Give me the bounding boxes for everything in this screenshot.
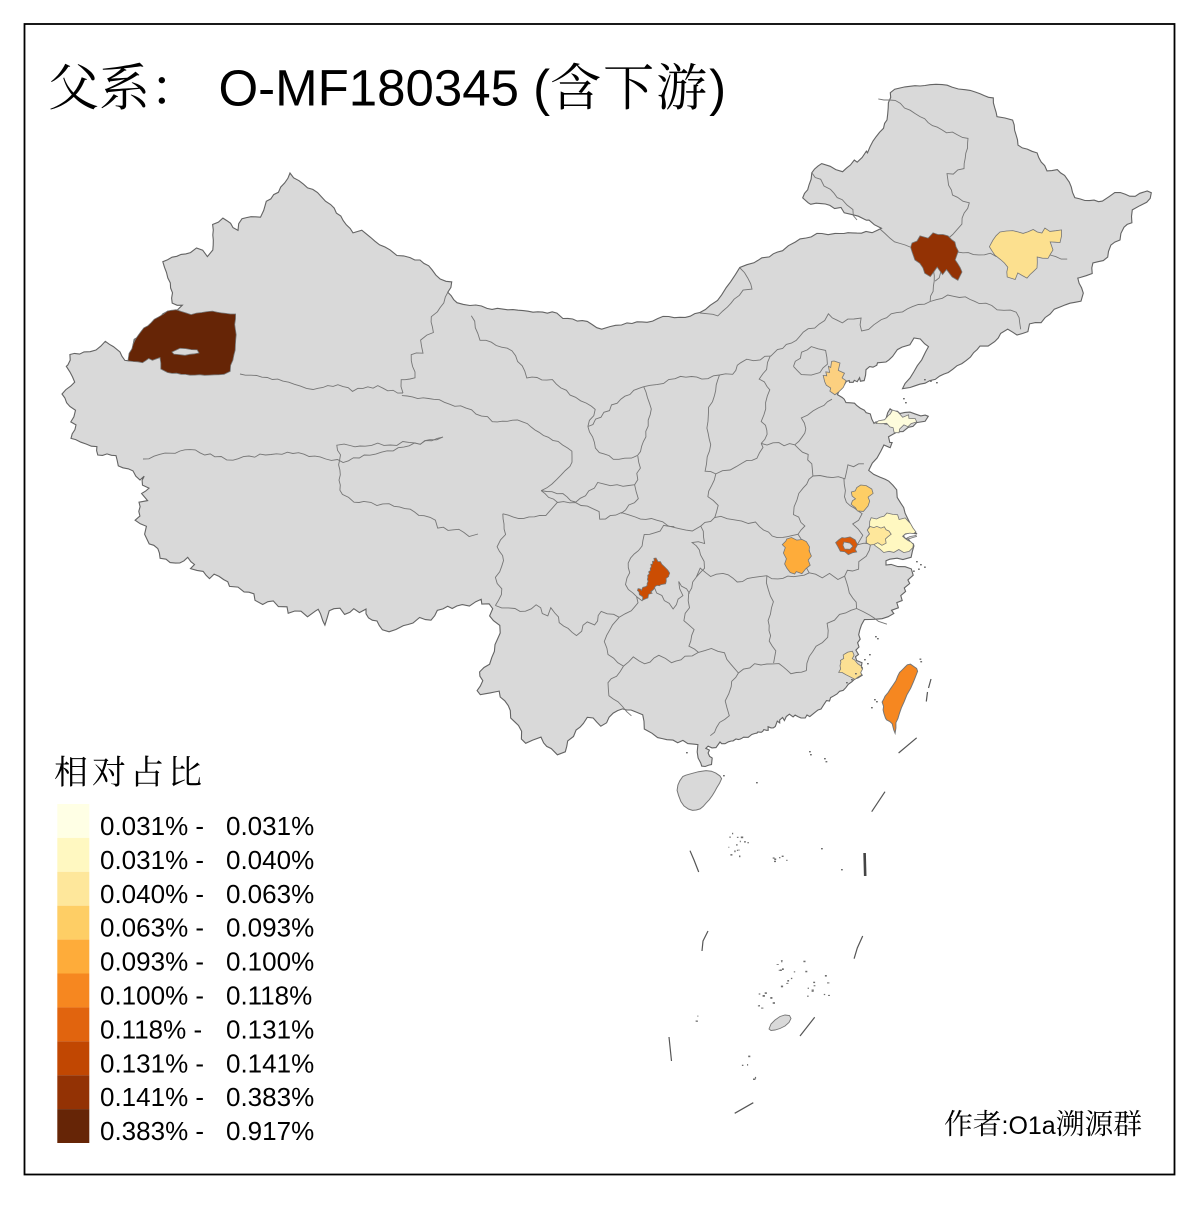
svg-text:0.383% -: 0.383% -	[100, 1116, 204, 1146]
svg-text:0.131%: 0.131%	[226, 1014, 314, 1044]
svg-text:0.383%: 0.383%	[226, 1082, 314, 1112]
svg-text:0.131% -: 0.131% -	[100, 1048, 204, 1078]
svg-text:0.118% -: 0.118% -	[100, 1014, 202, 1044]
svg-text:0.093% -: 0.093% -	[100, 947, 204, 977]
svg-text:0.100% -: 0.100% -	[100, 981, 204, 1011]
svg-text:0.040%: 0.040%	[226, 845, 314, 875]
svg-text:0.118%: 0.118%	[226, 981, 312, 1011]
svg-text:O-MF180345 (: O-MF180345 (	[219, 60, 551, 117]
svg-text:0.031% -: 0.031% -	[100, 811, 204, 841]
svg-text:0.100%: 0.100%	[226, 947, 314, 977]
svg-text::O1a: :O1a	[1002, 1112, 1056, 1140]
svg-text:): )	[709, 60, 726, 117]
svg-text:0.040% -: 0.040% -	[100, 879, 204, 909]
svg-text:0.031%: 0.031%	[226, 811, 314, 841]
svg-text:0.063%: 0.063%	[226, 879, 314, 909]
svg-text:0.141% -: 0.141% -	[100, 1082, 204, 1112]
svg-text:0.093%: 0.093%	[226, 913, 314, 943]
svg-text:0.917%: 0.917%	[226, 1116, 314, 1146]
svg-text:0.141%: 0.141%	[226, 1048, 314, 1078]
svg-text:0.031% -: 0.031% -	[100, 845, 204, 875]
svg-text:0.063% -: 0.063% -	[100, 913, 204, 943]
